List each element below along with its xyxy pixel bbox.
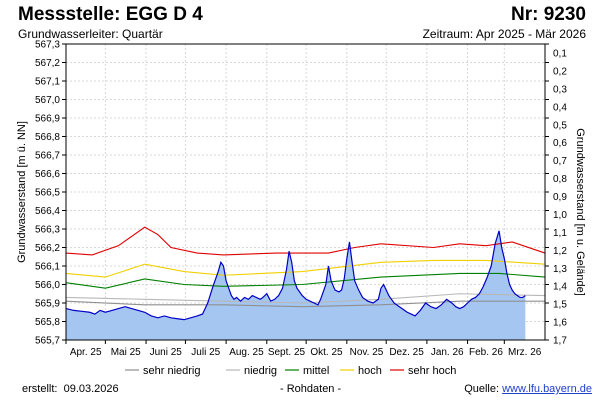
y-tick-label-left: 567,2 [35, 58, 60, 69]
y-axis-label-left: Grundwasserstand [m ü. NN] [16, 121, 28, 263]
y-tick-label-right: 1,4 [553, 282, 567, 293]
series-sehr-niedrig [65, 300, 545, 308]
legend-label: sehr niedrig [143, 365, 200, 377]
series-sehr-hoch [65, 226, 546, 256]
legend-label: hoch [358, 365, 382, 377]
y-tick-label-left: 566,8 [35, 132, 60, 143]
y-tick-label-left: 566,1 [35, 262, 60, 273]
created-value: 09.03.2026 [63, 383, 119, 395]
y-tick-label-right: 0,5 [553, 120, 567, 131]
y-tick-label-left: 566,9 [35, 114, 60, 125]
y-tick-label-right: 0,3 [553, 84, 567, 95]
period-label: Zeitraum: Apr 2025 - Mär 2026 [422, 27, 586, 41]
y-tick-label-right: 0,1 [553, 49, 567, 60]
plot-frame [65, 43, 546, 341]
y-axis-label-right: Grundwasserstand [m u. Gelände] [574, 128, 586, 296]
x-tick-label: Aug. 25 [229, 347, 264, 358]
aquifer-subtitle: Grundwasserleiter: Quartär [18, 27, 163, 41]
y-tick-label-left: 566,0 [35, 280, 60, 291]
y-tick-label-left: 567,1 [35, 77, 60, 88]
station-number: Nr: 9230 [511, 4, 586, 25]
y-tick-label-left: 566,2 [35, 243, 60, 254]
x-tick-label: Okt. 25 [310, 347, 343, 358]
x-tick-label: Juni 25 [150, 347, 183, 358]
source-label: Quelle: [464, 383, 500, 395]
y-tick-label-right: 1,7 [553, 336, 567, 347]
y-tick-label-left: 566,3 [35, 225, 60, 236]
y-tick-label-right: 1,6 [553, 318, 567, 329]
created-label: erstellt: [22, 383, 58, 395]
x-tick-label: Dez. 25 [389, 347, 424, 358]
y-tick-label-left: 567,3 [35, 40, 60, 51]
x-tick-label: Feb. 26 [469, 347, 503, 358]
created-date: erstellt: 09.03.2026 [22, 383, 119, 395]
source: Quelle: www.lfu.bayern.de [464, 383, 592, 395]
y-tick-label-left: 566,4 [35, 206, 60, 217]
y-tick-label-right: 0,9 [553, 192, 567, 203]
series-mittel [65, 272, 546, 289]
x-tick-label: Mai 25 [111, 347, 141, 358]
y-tick-label-left: 565,7 [35, 336, 60, 347]
source-link[interactable]: www.lfu.bayern.de [502, 383, 592, 395]
plot-area [66, 44, 545, 340]
y-tick-label-right: 0,7 [553, 156, 567, 167]
series-niedrig [65, 293, 546, 304]
y-tick-label-left: 566,7 [35, 151, 60, 162]
station-title: Messstelle: EGG D 4 [18, 4, 203, 25]
y-tick-label-right: 1,3 [553, 264, 567, 275]
x-tick-label: Nov. 25 [350, 347, 384, 358]
x-tick-label: Jan. 26 [431, 347, 464, 358]
series-hoch [65, 259, 546, 278]
legend-label: niedrig [244, 365, 277, 377]
legend-label: sehr hoch [408, 365, 456, 377]
y-tick-label-right: 1,0 [553, 210, 567, 221]
y-tick-label-right: 1,2 [553, 246, 567, 257]
rawdata-label: - Rohdaten - [280, 383, 342, 395]
x-tick-label: Mrz. 26 [508, 347, 542, 358]
y-tick-label-left: 567,0 [35, 95, 60, 106]
y-tick-label-right: 0,4 [553, 102, 567, 113]
y-tick-label-right: 0,8 [553, 174, 567, 185]
y-tick-label-right: 1,5 [553, 300, 567, 311]
y-tick-label-left: 565,8 [35, 317, 60, 328]
y-tick-label-left: 566,6 [35, 169, 60, 180]
x-tick-label: Apr. 25 [70, 347, 102, 358]
x-tick-label: Sept. 25 [268, 347, 306, 358]
y-tick-label-left: 566,5 [35, 188, 60, 199]
rohdaten-line [65, 230, 526, 321]
y-tick-label-right: 1,1 [553, 228, 567, 239]
y-tick-label-right: 0,2 [553, 66, 567, 77]
x-tick-label: Juli 25 [191, 347, 220, 358]
legend-label: mittel [303, 365, 329, 377]
y-tick-label-left: 565,9 [35, 299, 60, 310]
y-tick-label-right: 0,6 [553, 138, 567, 149]
